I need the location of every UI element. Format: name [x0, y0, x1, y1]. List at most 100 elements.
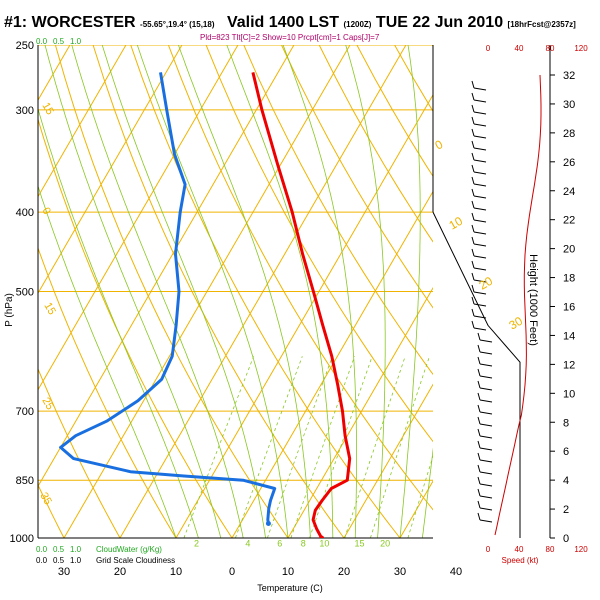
wind-barb: [473, 135, 487, 139]
height-tick-label: 26: [563, 157, 575, 169]
dry-adiabat: [583, 45, 600, 538]
wind-barb: [473, 195, 487, 199]
wind-barb: [473, 147, 487, 151]
cloud-scale-bottom-tick: 0.5: [53, 545, 65, 554]
dry-adiabat: [54, 45, 289, 538]
wind-barb-flag: [471, 296, 475, 305]
cloud-water-label: CloudWater (g/Kg): [96, 545, 162, 554]
stability-indices: Pld=823 Tlt[C]=2 Show=10 Prcpt[cm]=1 Cap…: [200, 33, 380, 42]
wind-barb: [479, 495, 493, 499]
mixing-ratio-label: 2: [194, 539, 199, 549]
wind-barb: [473, 291, 487, 295]
wind-barb: [479, 447, 493, 451]
wind-barb: [479, 423, 493, 427]
height-tick-label: 2: [563, 504, 569, 516]
wind-barb-flag: [471, 200, 475, 209]
mixing-ratio-label: 8: [301, 539, 306, 549]
wind-barb-flag: [471, 248, 475, 257]
wind-barb: [473, 267, 487, 271]
dry-adiabat: [205, 45, 433, 443]
wind-barb-flag: [471, 260, 475, 269]
mixing-ratio-line: [407, 455, 433, 538]
height-tick-label: 28: [563, 128, 575, 140]
wind-barb: [473, 255, 487, 259]
wind-barb: [479, 399, 493, 403]
wind-speed-tick-top: 0: [486, 44, 491, 53]
wind-barb-flag: [477, 392, 481, 401]
temperature-tick-label: 30: [394, 566, 406, 578]
cloud-scale-top-tick: 0.5: [53, 37, 65, 46]
dry-adiabat: [545, 45, 600, 538]
x-axis-label: Temperature (C): [257, 583, 323, 593]
wind-barb: [479, 459, 493, 463]
dry-adiabat: [167, 45, 433, 511]
wind-barb-flag: [471, 128, 475, 137]
wind-barb: [473, 243, 487, 247]
height-tick-label: 20: [563, 244, 575, 256]
height-tick-label: 6: [563, 446, 569, 458]
dry-adiabat: [318, 45, 433, 243]
forecast-hour: [18hrFcst@2357z]: [507, 20, 576, 29]
grid-cloudiness-tick: 0.0: [36, 556, 48, 565]
tropopause-frame: [432, 211, 521, 538]
temperature-tick-label: 10: [170, 566, 182, 578]
temperature-surface-point: [319, 535, 325, 538]
isotherm-line: [38, 45, 239, 391]
height-tick-label: 22: [563, 215, 575, 227]
pressure-tick-label: 850: [16, 475, 34, 487]
wind-barb-flag: [471, 92, 475, 101]
pressure-tick-label: 250: [16, 40, 34, 52]
valid-date: TUE 22 Jun 2010: [375, 14, 504, 31]
wind-speed-tick-top: 40: [515, 44, 524, 53]
wind-barb-flag: [477, 368, 481, 377]
height-axis-label: Height (1000 Feet): [527, 254, 539, 346]
y-axis-label: P (hPa): [4, 293, 15, 327]
height-tick-label: 14: [563, 330, 575, 342]
isotherm-line: [231, 190, 433, 538]
wind-barb: [479, 507, 493, 511]
wind-speed-tick-top: 120: [574, 44, 588, 53]
temperature-tick-label: 30: [58, 566, 70, 578]
dry-adiabat: [130, 45, 401, 538]
chart-series: [59, 72, 352, 538]
temperature-profile: [251, 72, 352, 538]
wind-barb: [479, 483, 493, 487]
wind-barb: [479, 375, 493, 379]
wind-barb-flag: [477, 500, 481, 509]
wind-barb-flag: [471, 176, 475, 185]
dry-adiabat: [38, 367, 121, 538]
wind-barb: [473, 279, 487, 283]
wind-barb-flag: [471, 116, 475, 125]
dry-adiabat: [92, 45, 345, 538]
isotherm-line: [38, 45, 295, 488]
moist-adiabat: [44, 45, 222, 538]
wind-barb: [479, 387, 493, 391]
height-tick-label: 24: [563, 186, 575, 198]
wind-barb: [473, 219, 487, 223]
moist-adiabat: [422, 447, 433, 538]
moist-adiabat: [399, 45, 421, 538]
chart-grid: [38, 45, 600, 538]
station-name: #1: WORCESTER: [4, 14, 136, 31]
mixing-ratio-line: [344, 356, 406, 538]
wind-barb: [479, 363, 493, 367]
wind-barb-flag: [477, 380, 481, 389]
height-tick-label: 4: [563, 475, 569, 487]
wind-barb: [479, 351, 493, 355]
temperature-tick-label: 20: [114, 566, 126, 578]
moist-adiabat: [38, 107, 199, 538]
cloud-scale-bottom-tick: 1.0: [70, 545, 82, 554]
wind-barb: [473, 303, 487, 307]
dry-adiabat-left-label: 15: [39, 101, 56, 118]
wind-barb: [473, 183, 487, 187]
moist-adiabat: [38, 184, 177, 538]
wind-barb-flag: [477, 452, 481, 461]
adiabat-label: 10: [447, 214, 466, 233]
dry-adiabat: [38, 483, 65, 538]
moist-adiabat: [282, 45, 357, 538]
wind-barb: [473, 159, 487, 163]
valid-time: Valid 1400 LST: [226, 14, 339, 31]
model-run: (1200Z): [343, 20, 372, 29]
height-tick-label: 30: [563, 99, 575, 111]
wind-barb: [473, 87, 487, 91]
